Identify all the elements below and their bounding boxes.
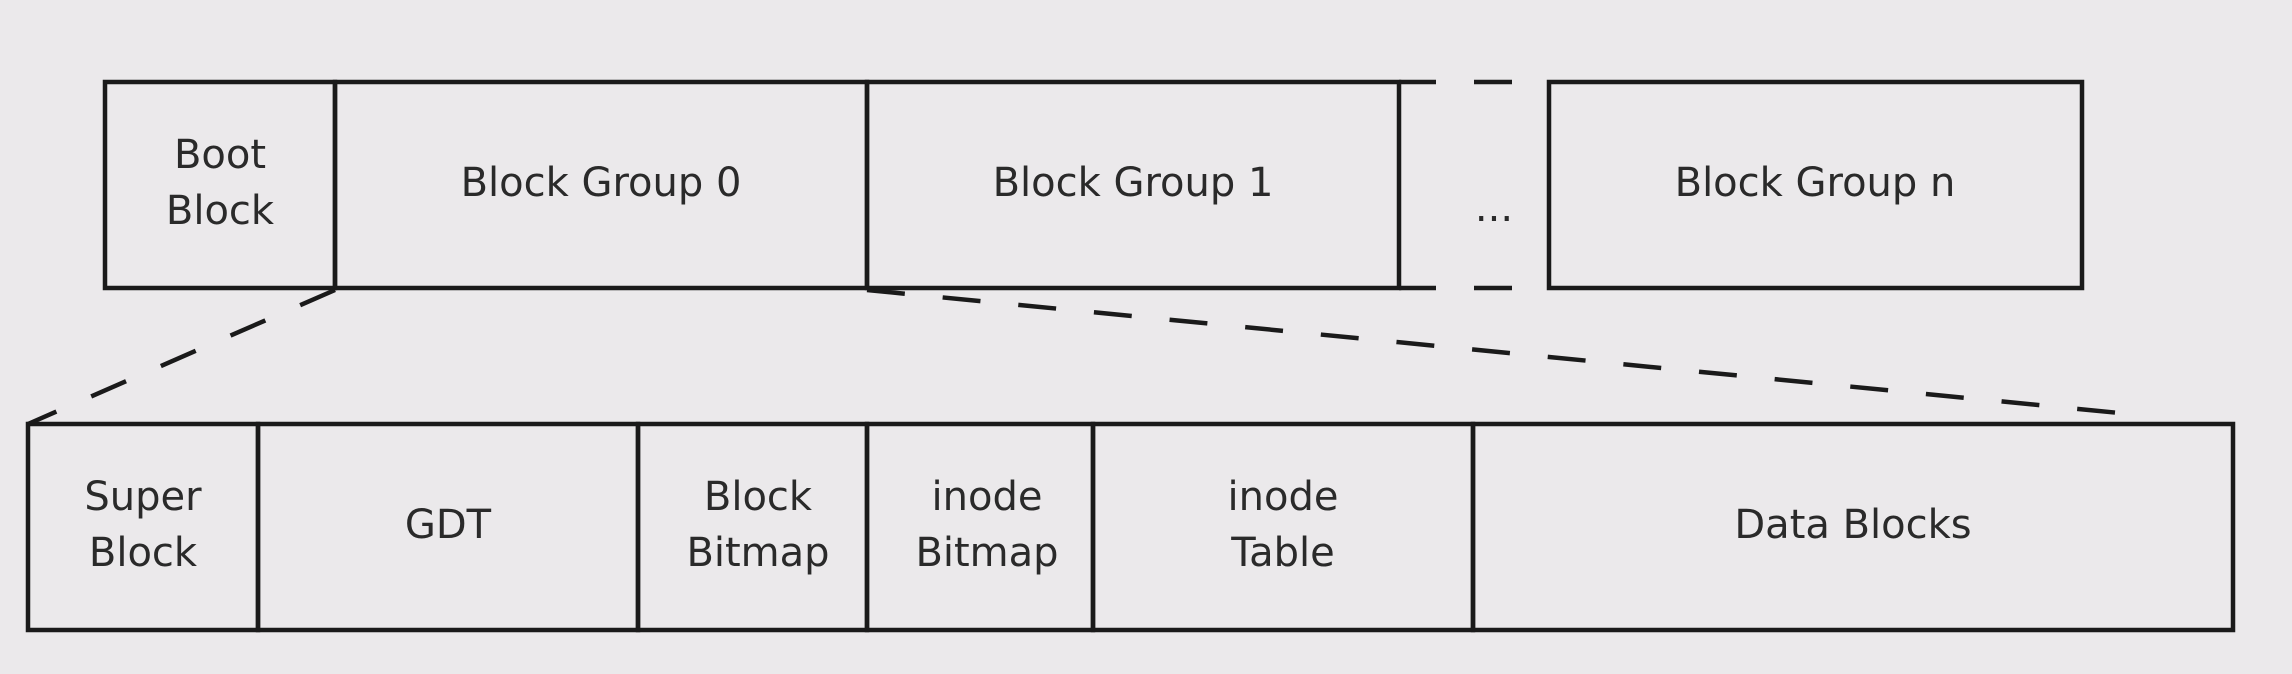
super-block-cell: [25, 421, 261, 633]
block-group-0-label: Block Group 0: [461, 160, 742, 206]
block-group-1-cell: [864, 79, 1402, 291]
data-blocks-cell: [1470, 421, 2236, 633]
inode-bitmap-label-line1: inode: [932, 474, 1043, 520]
inode-bitmap-cell: [864, 421, 1096, 633]
block-group-detail-row: Super Block GDT Block Bitmap inode Bitma…: [25, 421, 2236, 633]
super-block-label-line2: Block: [89, 530, 198, 576]
block-group-1-label: Block Group 1: [993, 160, 1274, 206]
data-blocks-label: Data Blocks: [1734, 502, 1971, 548]
ellipsis-label: ...: [1475, 185, 1513, 231]
inode-bitmap-label-line2: Bitmap: [915, 530, 1058, 576]
boot-block-label-line1: Boot: [174, 132, 266, 178]
inode-table-label-line1: inode: [1228, 474, 1339, 520]
zoom-connector-left: [27, 287, 336, 427]
block-bitmap-label-line1: Block: [704, 474, 813, 520]
partition-row: Boot Block Block Group 0 Block Group 1 .…: [102, 79, 2085, 291]
block-group-n-cell: [1546, 79, 2085, 291]
boot-block-cell: [102, 79, 338, 291]
inode-table-cell: [1090, 421, 1476, 633]
boot-block-label-line2: Block: [166, 188, 275, 234]
block-group-n-label: Block Group n: [1675, 160, 1956, 206]
zoom-connector-right: [866, 287, 2151, 419]
super-block-label-line1: Super: [84, 474, 202, 520]
gdt-label: GDT: [405, 502, 492, 548]
inode-table-label-line2: Table: [1230, 530, 1334, 576]
block-bitmap-cell: [635, 421, 870, 633]
block-bitmap-label-line2: Bitmap: [686, 530, 829, 576]
